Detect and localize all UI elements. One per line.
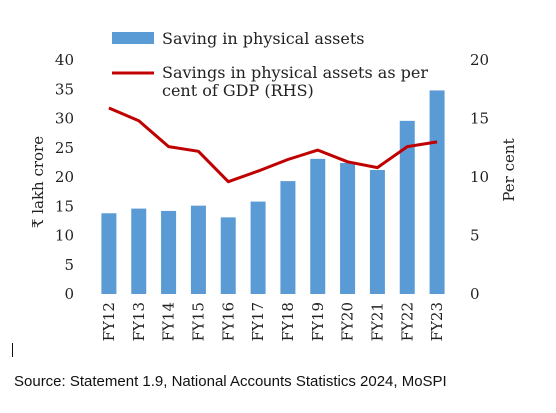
bar	[310, 158, 326, 294]
bar	[280, 181, 296, 294]
x-tick-label: FY16	[219, 302, 237, 341]
left-axis-title: ₹ lakh crore	[29, 136, 47, 228]
left-tick-label: 30	[55, 110, 74, 128]
right-axis-ticks: 0 5 10 15 20	[470, 51, 489, 303]
bar	[131, 208, 147, 294]
x-tick-label: FY19	[309, 302, 327, 341]
bar	[161, 210, 177, 294]
left-tick-label: 5	[64, 256, 74, 274]
bar	[101, 213, 117, 294]
legend-line-label: Savings in physical assets as per	[162, 63, 428, 82]
x-tick-label: FY23	[428, 302, 446, 341]
x-tick-label: FY20	[339, 302, 357, 341]
x-tick-label: FY12	[100, 302, 118, 341]
x-tick-label: FY14	[160, 302, 178, 341]
bar	[250, 201, 266, 294]
bar	[369, 169, 385, 294]
left-tick-label: 10	[55, 227, 74, 245]
line-series	[108, 106, 438, 184]
legend-bar-swatch	[112, 32, 154, 44]
legend-bar-label: Saving in physical assets	[162, 29, 364, 48]
left-tick-label: 35	[55, 80, 74, 98]
left-tick-label: 15	[55, 197, 74, 215]
bar-series	[101, 90, 445, 294]
right-tick-label: 5	[470, 227, 480, 245]
legend: Saving in physical assets Savings in phys…	[112, 29, 428, 100]
axis-titles: ₹ lakh crore Per cent	[29, 136, 518, 228]
right-tick-label: 15	[470, 110, 489, 128]
left-tick-label: 0	[64, 285, 74, 303]
text-cursor	[12, 343, 13, 357]
x-tick-label: FY18	[279, 302, 297, 341]
bar	[220, 217, 236, 294]
bar	[399, 120, 415, 294]
x-tick-label: FY22	[398, 302, 416, 341]
line-path	[108, 106, 438, 184]
right-tick-label: 0	[470, 285, 480, 303]
x-tick-label: FY13	[130, 302, 148, 341]
x-tick-label: FY15	[189, 302, 207, 341]
x-tick-label: FY17	[249, 302, 267, 341]
left-tick-label: 25	[55, 139, 74, 157]
left-tick-label: 20	[55, 168, 74, 186]
source-note: Source: Statement 1.9, National Accounts…	[14, 373, 447, 390]
left-tick-label: 40	[55, 51, 74, 69]
right-tick-label: 10	[470, 168, 489, 186]
bar	[429, 90, 445, 294]
x-tick-label: FY21	[368, 302, 386, 341]
legend-line-label: cent of GDP (RHS)	[162, 81, 314, 100]
left-axis-ticks: 0 5 10 15 20 25 30 35 40	[55, 51, 74, 303]
right-tick-label: 20	[470, 51, 489, 69]
bar	[340, 162, 356, 294]
right-axis-title: Per cent	[500, 138, 518, 201]
bar	[190, 205, 206, 294]
x-axis-ticks: FY12 FY13 FY14 FY15 FY16 FY17 FY18 FY19 FY20 FY21…	[100, 302, 446, 341]
